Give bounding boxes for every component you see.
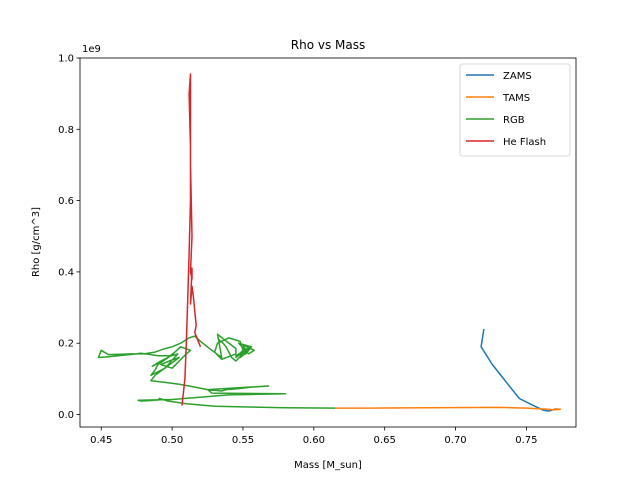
- x-axis-label: Mass [M_sun]: [294, 460, 362, 471]
- series-layer: [97, 73, 562, 412]
- y-tick-label: 0.2: [58, 339, 74, 350]
- legend-box: [459, 63, 571, 157]
- y-tick-label: 0.8: [58, 125, 74, 136]
- y-tick-label: 0.6: [58, 196, 74, 207]
- x-tick-label: 0.60: [303, 435, 325, 446]
- x-axis: 0.45 0.50 0.55 0.60 0.65 0.70 0.75: [90, 427, 538, 446]
- y-offset-label: 1e9: [82, 44, 101, 55]
- series-line-rgb: [97, 333, 336, 409]
- x-tick-label: 0.45: [90, 435, 112, 446]
- legend-entry-zams: ZAMS: [503, 71, 532, 82]
- series-line-zams: [480, 328, 555, 412]
- plot-frame: [79, 57, 577, 428]
- x-tick-label: 0.55: [232, 435, 254, 446]
- y-axis: 0.0 0.2 0.4 0.6 0.8 1.0: [58, 54, 80, 421]
- x-tick-label: 0.70: [444, 435, 466, 446]
- y-tick-label: 0.4: [58, 267, 74, 278]
- legend-entry-rgb: RGB: [503, 115, 525, 126]
- x-tick-label: 0.50: [161, 435, 183, 446]
- plot-area: [79, 57, 577, 428]
- legend-entry-he-flash: He Flash: [503, 137, 546, 148]
- chart-title: Rho vs Mass: [291, 38, 365, 52]
- series-line-tams: [335, 406, 562, 411]
- series-line-he-flash: [181, 73, 202, 406]
- x-tick-label: 0.65: [374, 435, 396, 446]
- legend-entry-tams: TAMS: [502, 93, 530, 104]
- y-axis-label: Rho [g/cm^3]: [31, 207, 42, 277]
- y-tick-label: 0.0: [58, 410, 74, 421]
- y-tick-label: 1.0: [58, 54, 74, 65]
- legend: ZAMS TAMS RGB He Flash: [459, 63, 571, 157]
- x-tick-label: 0.75: [515, 435, 537, 446]
